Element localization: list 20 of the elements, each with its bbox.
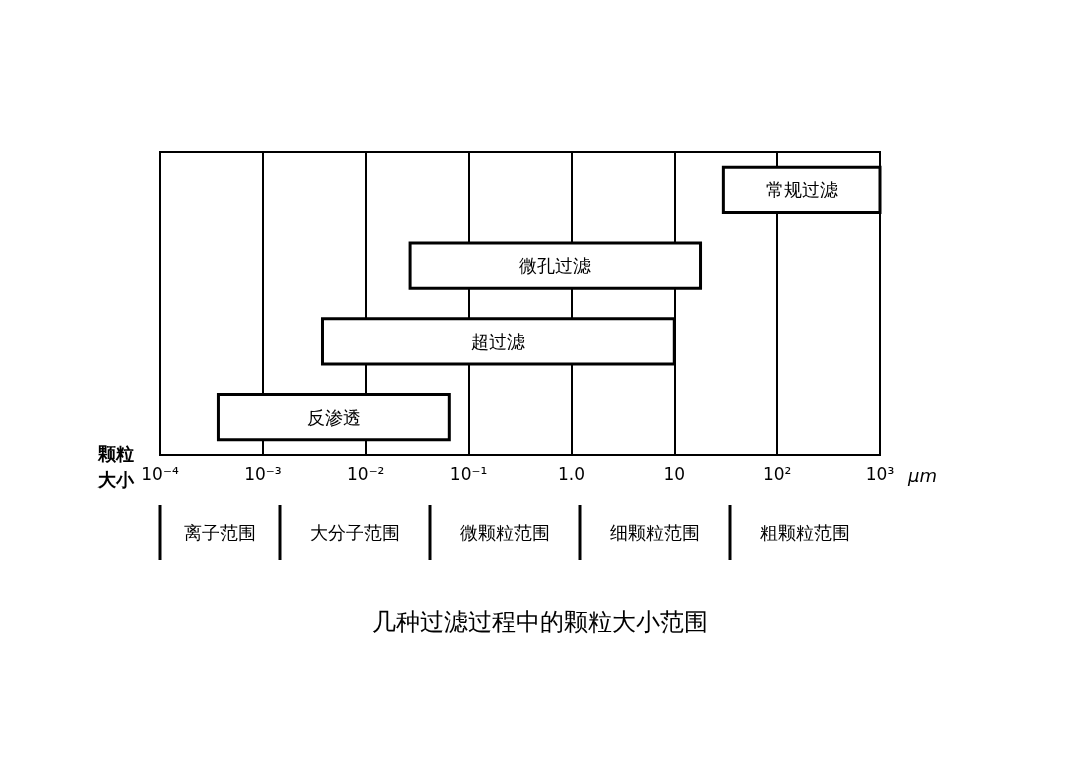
text: μm xyxy=(907,464,937,486)
x-tick-label: 1.0 xyxy=(557,463,585,484)
y-tick-label: 常规过滤 xyxy=(765,179,838,201)
y-tick-label: 超过滤 xyxy=(471,330,526,352)
text: 细颗粒范围 xyxy=(610,521,700,543)
x-tick-label: 10³ xyxy=(865,463,895,484)
text: 几种过滤过程中的颗粒大小范围 xyxy=(372,608,708,636)
x-tick-label: 10⁻³ xyxy=(244,463,282,484)
y-tick-label: 反渗透 xyxy=(306,406,361,428)
text: 粗颗粒范围 xyxy=(760,521,850,543)
x-tick-label: 10⁻¹ xyxy=(449,463,488,484)
x-tick-label: 10 xyxy=(663,463,686,484)
text: 大分子范围 xyxy=(310,521,400,543)
text: 离子范围 xyxy=(184,521,256,543)
y-tick-label: 微孔过滤 xyxy=(519,255,592,277)
x-tick-label: 10² xyxy=(762,463,792,484)
x-axis-title: 颗粒大小 xyxy=(97,442,135,490)
x-tick-label: 10⁻⁴ xyxy=(141,463,179,484)
x-tick-label: 10⁻² xyxy=(347,463,385,484)
text: 微颗粒范围 xyxy=(460,521,550,543)
